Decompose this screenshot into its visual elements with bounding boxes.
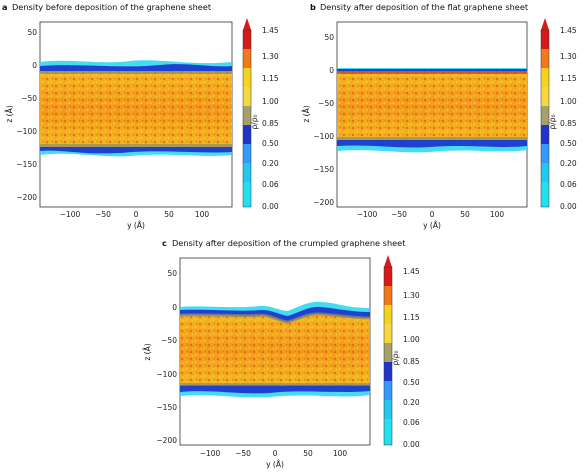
panel-b-title: Density after deposition of the flat gra… <box>320 2 529 12</box>
panel-a-colorbar-arrow <box>243 18 251 30</box>
panel-b-colorbar-tick: 1.00 <box>560 97 577 106</box>
panel-b-ylabel: z (Å) <box>302 105 311 122</box>
panel-b-xtick: 50 <box>460 210 470 219</box>
panel-c-title: Density after deposition of the crumpled… <box>172 238 406 248</box>
panel-b-colorbar-arrow <box>541 18 549 30</box>
panel-c-colorbar-tick: 0.20 <box>403 398 420 407</box>
panel-b-letter: b <box>310 2 316 12</box>
panel-c-xlabel: y (Å) <box>266 460 284 469</box>
panel-a-ytick: −50 <box>21 94 37 103</box>
panel-a-colorbar-tick: 0.20 <box>262 159 279 168</box>
panel-b-ytick: −50 <box>318 99 334 108</box>
panel-b-colorbar-tick: 0.85 <box>560 119 577 128</box>
panel-a-colorbar-tick: 0.85 <box>262 119 279 128</box>
panel-a-colorbar-tick: 1.45 <box>262 26 279 35</box>
panel-c-letter: c <box>162 238 167 248</box>
panel-a-ytick: −200 <box>16 193 37 202</box>
panel-a-xtick: 50 <box>164 210 174 219</box>
panel-c-xaxis: −100 −50 0 50 100 y (Å) <box>200 449 348 469</box>
panel-a-colorbar-tick: 0.06 <box>262 180 279 189</box>
panel-a-colorbar-tick: 0.00 <box>262 202 279 211</box>
panel-b-colorbar-tick: 0.50 <box>560 139 577 148</box>
panel-c-xtick: 100 <box>333 449 348 458</box>
panel-a-xtick: −100 <box>60 210 81 219</box>
panel-c-ytick: −50 <box>161 336 177 345</box>
panel-a-xtick: 100 <box>195 210 210 219</box>
panel-b-ytick: −150 <box>313 165 334 174</box>
panel-c-colorbar: ρ/ρ₀ 1.45 1.30 1.15 1.00 0.85 0.50 0.20 … <box>383 255 420 449</box>
panel-b-xtick: −50 <box>391 210 407 219</box>
panel-c-density-map <box>179 301 371 398</box>
panel-c-ytick: −150 <box>156 403 177 412</box>
panel-a: a Density before deposition of the graph… <box>2 2 279 230</box>
panel-a-colorbar-tick: 0.50 <box>262 139 279 148</box>
panel-c-colorbar-tick: 1.00 <box>403 335 420 344</box>
panel-a-density-map <box>40 60 232 157</box>
panel-a-colorbar: ρ/ρ₀ 1.45 1.30 1.15 1.00 0.85 0.50 0.20 … <box>242 18 279 211</box>
panel-a-xtick: 0 <box>134 210 139 219</box>
panel-b-colorbar-tick: 1.30 <box>560 52 577 61</box>
panel-b-yaxis: 50 0 −50 −100 −150 −200 z (Å) <box>302 33 334 207</box>
panel-c-ytick: 50 <box>167 269 177 278</box>
panel-a-colorbar-tick: 1.30 <box>262 52 279 61</box>
panel-b-xaxis: −100 −50 0 50 100 y (Å) <box>357 210 505 230</box>
panel-c-yaxis: 50 0 −50 −100 −150 −200 z (Å) <box>143 269 177 445</box>
panel-c-ytick: 0 <box>172 303 177 312</box>
panel-c-colorbar-tick: 0.85 <box>403 357 420 366</box>
panel-a-ytick: −100 <box>16 127 37 136</box>
panel-c-xtick: 50 <box>303 449 313 458</box>
panel-b-ytick: −100 <box>313 132 334 141</box>
panel-b-density-map <box>337 68 527 153</box>
panel-c: c Density after deposition of the crumpl… <box>143 238 420 469</box>
panel-c-colorbar-tick: 0.50 <box>403 378 420 387</box>
panel-a-yaxis: 50 0 −50 −100 −150 −200 z (Å) <box>5 28 37 202</box>
panel-b-colorbar: ρ/ρ₀ 1.45 1.30 1.15 1.00 0.85 0.50 0.20 … <box>540 18 577 211</box>
panel-c-colorbar-arrow <box>384 255 392 267</box>
panel-a-xlabel: y (Å) <box>127 221 145 230</box>
panel-c-colorbar-label: ρ/ρ₀ <box>391 350 400 365</box>
panel-c-colorbar-tick: 1.30 <box>403 291 420 300</box>
panel-a-ytick: 50 <box>27 28 37 37</box>
panel-c-colorbar-tick: 1.15 <box>403 313 420 322</box>
panel-c-colorbar-tick: 0.06 <box>403 418 420 427</box>
panel-b-colorbar-tick: 1.15 <box>560 74 577 83</box>
panel-b-colorbar-tick: 0.06 <box>560 180 577 189</box>
panel-a-letter: a <box>2 2 8 12</box>
panel-b-xtick: 0 <box>430 210 435 219</box>
panel-c-ylabel: z (Å) <box>143 343 152 360</box>
panel-c-ytick: −200 <box>156 436 177 445</box>
panel-a-ylabel: z (Å) <box>5 105 14 122</box>
panel-a-colorbar-tick: 1.15 <box>262 74 279 83</box>
panel-a-colorbar-tick: 1.00 <box>262 97 279 106</box>
panel-a-title: Density before deposition of the graphen… <box>12 2 212 12</box>
panel-c-ytick: −100 <box>156 370 177 379</box>
panel-b-ytick: −200 <box>313 198 334 207</box>
panel-c-colorbar-tick: 1.45 <box>403 267 420 276</box>
panel-c-xtick: −100 <box>200 449 221 458</box>
panel-b-colorbar-tick: 0.20 <box>560 159 577 168</box>
panel-c-xtick: 0 <box>273 449 278 458</box>
panel-b-ytick: 0 <box>329 66 334 75</box>
panel-b-xlabel: y (Å) <box>423 221 441 230</box>
panel-b-ytick: 50 <box>324 33 334 42</box>
panel-b-xtick: −100 <box>357 210 378 219</box>
panel-b: b Density after deposition of the flat g… <box>302 2 577 230</box>
panel-b-colorbar-label: ρ/ρ₀ <box>548 114 557 129</box>
panel-b-xtick: 100 <box>490 210 505 219</box>
panel-b-colorbar-tick: 1.45 <box>560 26 577 35</box>
panel-c-colorbar-tick: 0.00 <box>403 440 420 449</box>
panel-a-xaxis: −100 −50 0 50 100 y (Å) <box>60 210 210 230</box>
panel-b-colorbar-tick: 0.00 <box>560 202 577 211</box>
panel-a-colorbar-label: ρ/ρ₀ <box>250 114 259 129</box>
panel-a-ytick: 0 <box>32 61 37 70</box>
panel-a-xtick: −50 <box>95 210 111 219</box>
panel-a-ytick: −150 <box>16 160 37 169</box>
panel-c-xtick: −50 <box>235 449 251 458</box>
